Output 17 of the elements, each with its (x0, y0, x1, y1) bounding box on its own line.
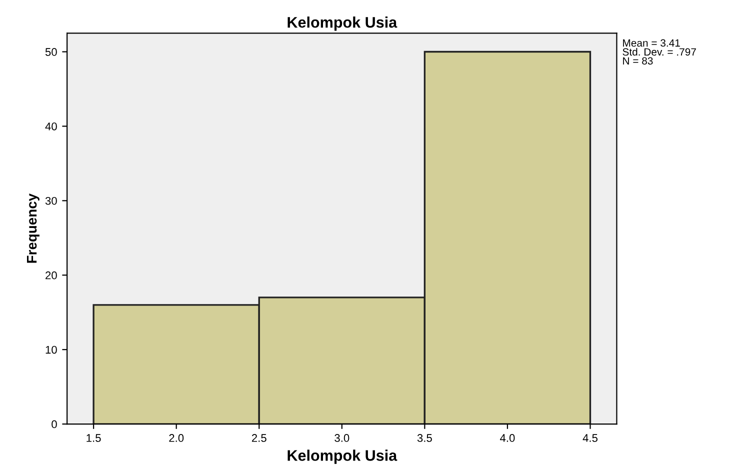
x-tick-label: 4.5 (582, 434, 598, 442)
y-tick-label: 50 (45, 48, 57, 56)
y-axis-title: Frequency (26, 194, 40, 263)
chart-title: Kelompok Usia (288, 16, 398, 31)
x-tick-label: 2.5 (252, 434, 266, 442)
y-tick-label: 10 (46, 346, 57, 354)
y-tick-label: 40 (45, 122, 57, 130)
x-tick-label: 3.0 (334, 434, 350, 442)
y-tick-label: 30 (45, 196, 57, 205)
x-tick-label: 4.0 (500, 434, 515, 442)
text: Mean = 3.41 Std. Dev. = .797 N = 83 (622, 39, 696, 65)
y-tick-label: 20 (46, 271, 57, 280)
x-axis-title: Kelompok Usia (288, 450, 398, 464)
x-tick-label: 2.0 (169, 434, 184, 442)
x-tick-label: 3.5 (417, 434, 432, 442)
x-tick-label: 1.5 (86, 434, 101, 442)
y-tick-label: 0 (52, 420, 57, 428)
